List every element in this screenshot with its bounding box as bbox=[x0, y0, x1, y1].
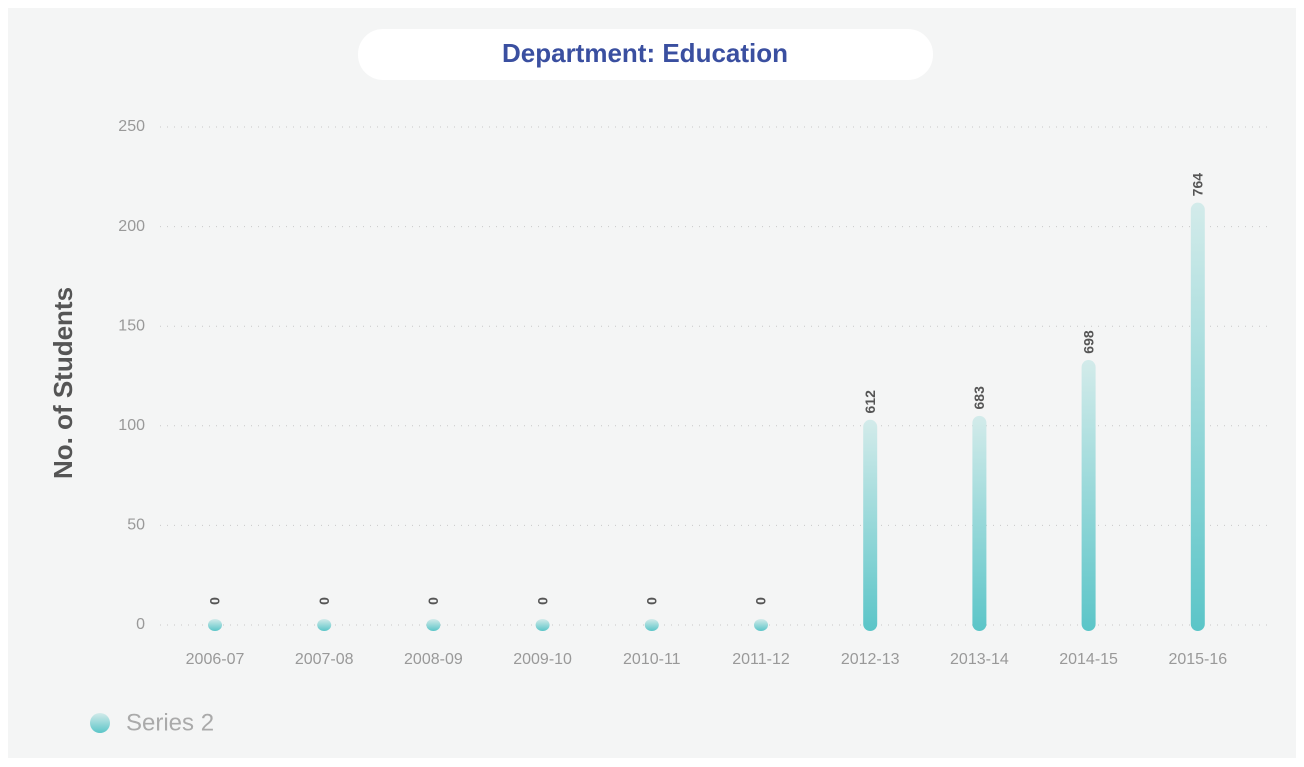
bar bbox=[754, 619, 768, 631]
bar bbox=[208, 619, 222, 631]
y-tick-label: 0 bbox=[136, 616, 145, 633]
bar bbox=[535, 619, 550, 631]
x-tick-label: 2015-16 bbox=[1168, 651, 1227, 668]
x-tick-label: 2007-08 bbox=[295, 651, 354, 668]
x-tick-label: 2013-14 bbox=[950, 651, 1009, 668]
data-label: 0 bbox=[316, 597, 332, 605]
bar bbox=[317, 619, 332, 631]
panel bbox=[8, 8, 1296, 758]
bar bbox=[644, 619, 659, 631]
chart-title: Department: Education bbox=[502, 38, 788, 68]
bar bbox=[1081, 360, 1096, 631]
bar bbox=[972, 415, 987, 631]
y-tick-label: 250 bbox=[118, 118, 145, 135]
legend-marker bbox=[90, 713, 110, 733]
data-label: 683 bbox=[971, 386, 987, 410]
title-pill bbox=[358, 29, 933, 80]
data-label: 0 bbox=[644, 597, 660, 605]
y-tick-label: 150 bbox=[118, 317, 145, 334]
x-tick-label: 2008-09 bbox=[404, 651, 463, 668]
bar bbox=[863, 419, 878, 631]
y-tick-label: 50 bbox=[127, 517, 145, 534]
x-tick-label: 2012-13 bbox=[841, 651, 900, 668]
y-axis-label: No. of Students bbox=[48, 287, 78, 479]
data-label: 698 bbox=[1080, 330, 1096, 354]
x-tick-label: 2006-07 bbox=[186, 651, 245, 668]
bar bbox=[1190, 202, 1205, 631]
y-tick-label: 100 bbox=[118, 417, 145, 434]
x-tick-label: 2010-11 bbox=[623, 651, 681, 668]
data-label: 0 bbox=[534, 597, 550, 605]
data-label: 764 bbox=[1190, 173, 1206, 197]
data-label: 0 bbox=[753, 597, 769, 605]
y-tick-label: 200 bbox=[118, 218, 145, 235]
x-tick-label: 2014-15 bbox=[1059, 651, 1118, 668]
legend-label: Series 2 bbox=[126, 709, 214, 736]
x-tick-label: 2009-10 bbox=[513, 651, 572, 668]
data-label: 0 bbox=[207, 597, 223, 605]
bar bbox=[426, 619, 441, 631]
data-label: 0 bbox=[425, 597, 441, 605]
data-label: 612 bbox=[862, 390, 878, 414]
x-tick-label: 2011-12 bbox=[732, 651, 790, 668]
